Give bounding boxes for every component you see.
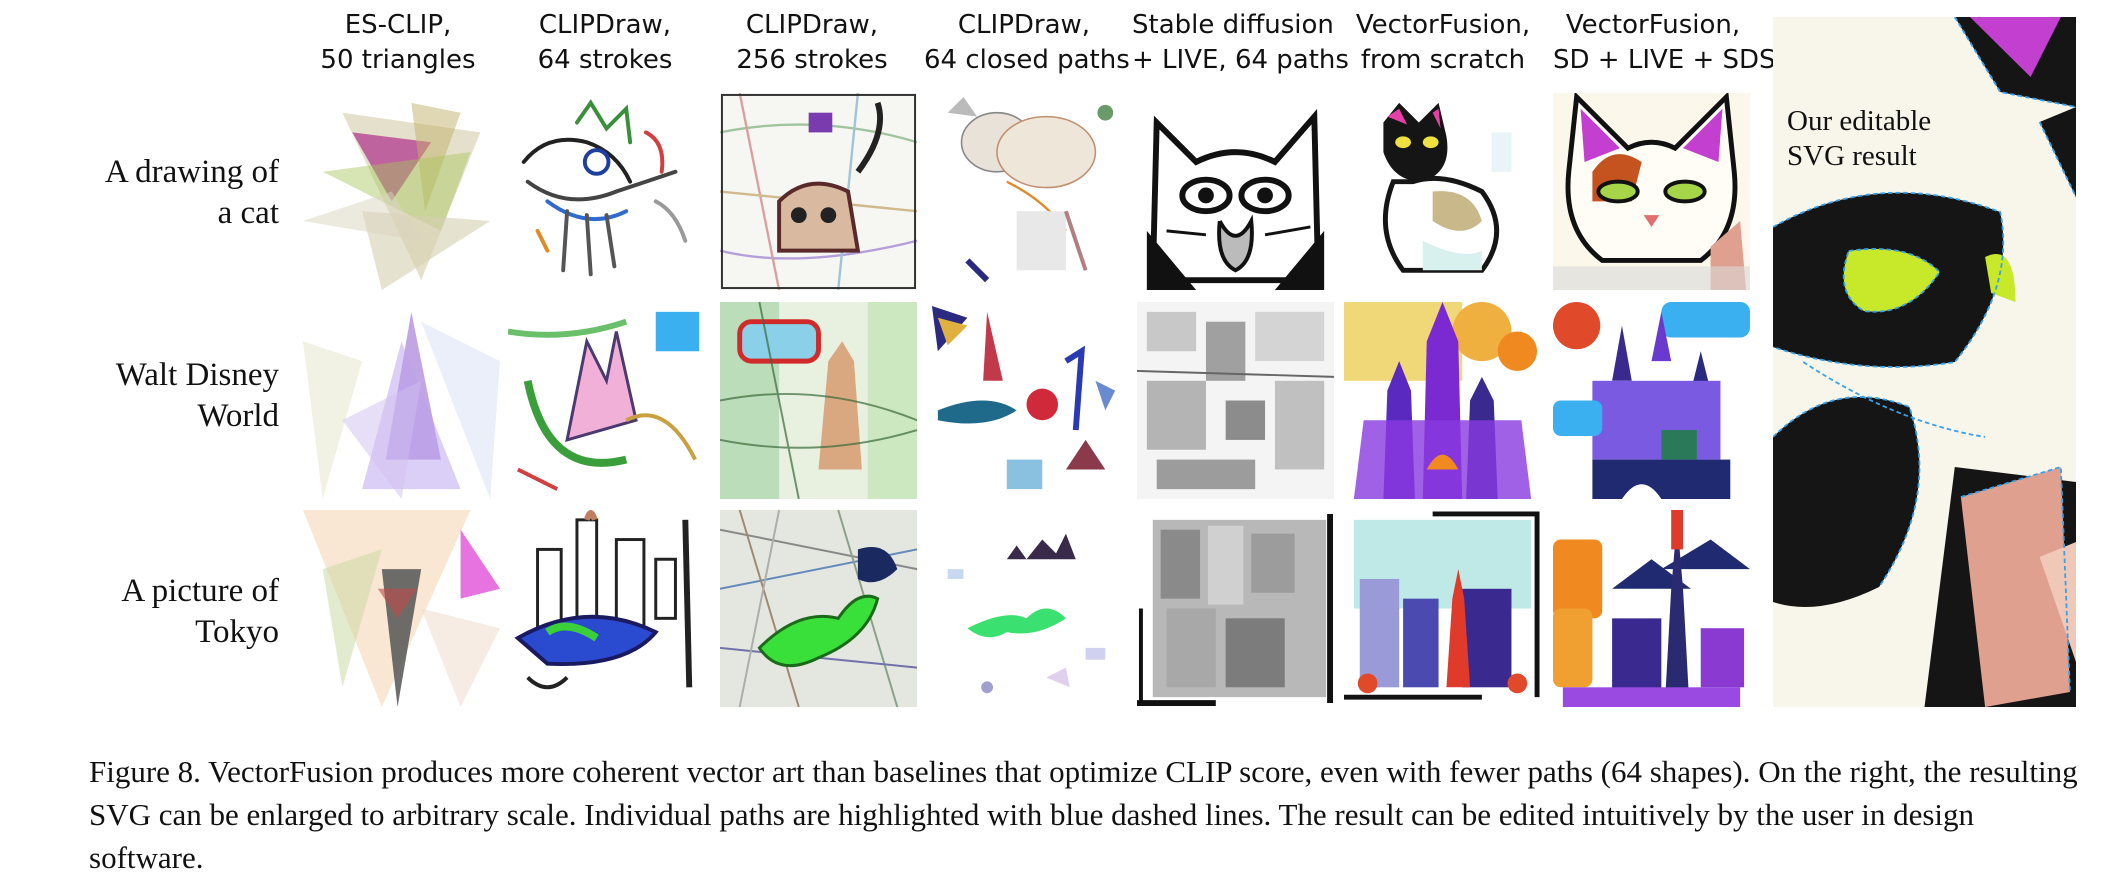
column-header-vectorfusion-scratch: VectorFusion, from scratch xyxy=(1343,8,1543,78)
column-header-es-clip: ES-CLIP, 50 triangles xyxy=(298,8,498,78)
column-header-line: 50 triangles xyxy=(320,45,476,75)
column-header-line: + LIVE, 64 paths xyxy=(1132,45,1349,75)
column-header-line: CLIPDraw, xyxy=(538,10,672,40)
column-header-clipdraw-64-strokes: CLIPDraw, 64 strokes xyxy=(505,8,705,78)
column-header-line: 256 strokes xyxy=(736,45,888,75)
column-header-line: Stable diffusion xyxy=(1132,10,1334,40)
image-vectorfusion-scratch-tokyo xyxy=(1344,510,1541,707)
image-clipdraw-256-tokyo xyxy=(720,510,917,707)
image-es-clip-disney xyxy=(303,302,500,499)
image-vectorfusion-scratch-cat xyxy=(1344,93,1541,290)
row-label-cat: A drawing of a cat xyxy=(105,152,279,234)
image-clipdraw-64-disney xyxy=(508,302,705,499)
column-header-vectorfusion-sds: VectorFusion, SD + LIVE + SDS xyxy=(1553,8,1776,78)
enlarged-result-label-line: SVG result xyxy=(1787,140,1917,172)
row-label-line: A drawing of xyxy=(104,154,279,190)
column-header-line: SD + LIVE + SDS xyxy=(1553,45,1776,75)
column-header-line: VectorFusion, xyxy=(1565,10,1741,40)
row-label-line: Walt Disney xyxy=(115,357,279,393)
column-header-line: ES-CLIP, xyxy=(344,10,452,40)
row-label-tokyo: A picture of Tokyo xyxy=(121,571,279,653)
image-vectorfusion-scratch-disney xyxy=(1344,302,1541,499)
column-header-clipdraw-256-strokes: CLIPDraw, 256 strokes xyxy=(712,8,912,78)
row-label-line: Tokyo xyxy=(195,614,279,650)
row-label-line: World xyxy=(197,398,279,434)
image-vectorfusion-sds-cat xyxy=(1553,93,1750,290)
column-header-line: from scratch xyxy=(1360,45,1526,75)
image-clipdraw-closed-cat xyxy=(928,93,1125,290)
image-es-clip-cat xyxy=(303,93,500,290)
row-label-line: A picture of xyxy=(121,573,279,609)
column-header-line: CLIPDraw, xyxy=(745,10,879,40)
enlarged-svg-result xyxy=(1773,17,2076,707)
image-sd-live-disney xyxy=(1137,302,1334,499)
column-header-sd-live: Stable diffusion + LIVE, 64 paths xyxy=(1132,8,1349,78)
image-sd-live-cat xyxy=(1137,93,1334,290)
column-header-line: VectorFusion, xyxy=(1355,10,1531,40)
column-header-clipdraw-closed-paths: CLIPDraw, 64 closed paths xyxy=(924,8,1130,78)
figure-caption: Figure 8. VectorFusion produces more coh… xyxy=(89,754,2078,875)
column-header-line: 64 strokes xyxy=(537,45,673,75)
image-clipdraw-closed-disney xyxy=(928,302,1125,499)
image-es-clip-tokyo xyxy=(303,510,500,707)
image-vectorfusion-sds-tokyo xyxy=(1553,510,1750,707)
row-label-disney: Walt Disney World xyxy=(116,355,279,437)
enlarged-result-label-line: Our editable xyxy=(1787,105,1932,137)
image-clipdraw-closed-tokyo xyxy=(928,510,1125,707)
image-clipdraw-64-cat xyxy=(508,93,705,290)
row-label-line: a cat xyxy=(217,195,279,231)
column-header-line: CLIPDraw, xyxy=(957,10,1091,40)
image-clipdraw-256-cat xyxy=(720,93,917,290)
image-clipdraw-64-tokyo xyxy=(508,510,705,707)
image-clipdraw-256-disney xyxy=(720,302,917,499)
enlarged-result-label: Our editable SVG result xyxy=(1787,104,1931,174)
column-header-line: 64 closed paths xyxy=(924,45,1130,75)
image-vectorfusion-sds-disney xyxy=(1553,302,1750,499)
image-sd-live-tokyo xyxy=(1137,510,1334,707)
